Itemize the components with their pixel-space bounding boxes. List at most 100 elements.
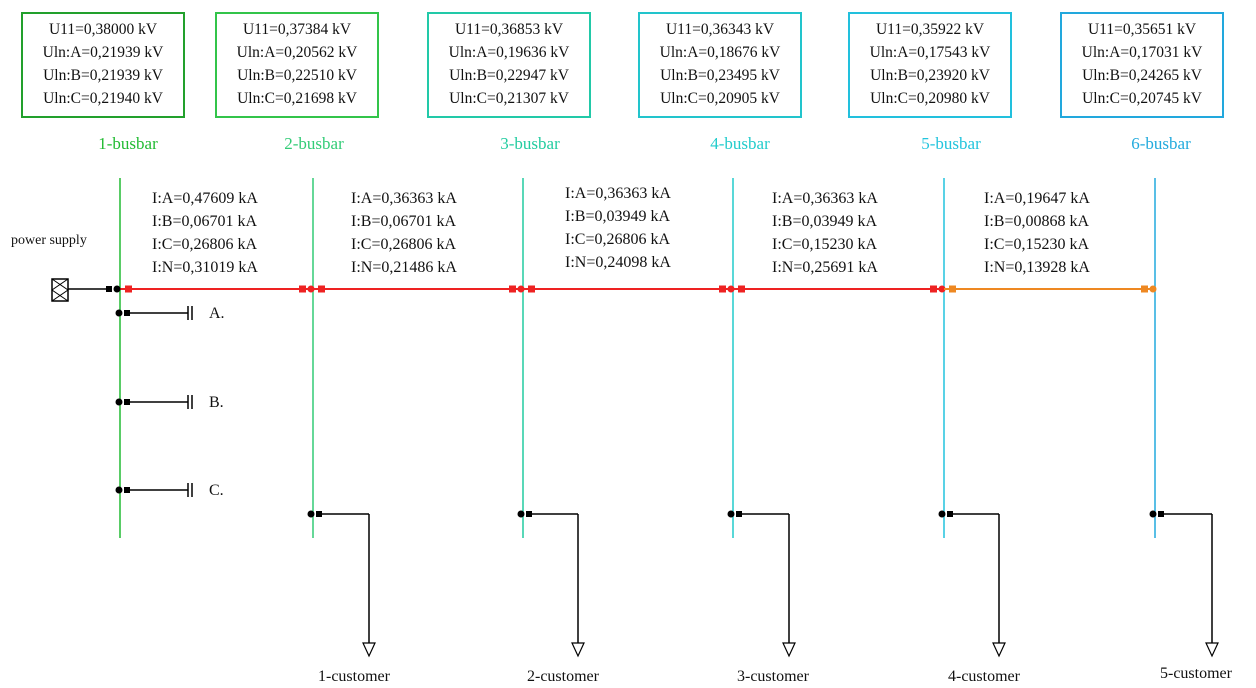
feeder-4-end-dot	[938, 285, 946, 293]
feeder-4-start-node	[738, 285, 745, 293]
feeder-1-currents: I:A=0,47609 kA I:B=0,06701 kA I:C=0,2680…	[152, 187, 258, 279]
busbar-6-uln-b: Uln:B=0,24265 kV	[1082, 67, 1202, 84]
customer-1-load-icon	[362, 642, 376, 658]
customer-4-label: 4-customer	[948, 668, 1020, 685]
feeder-3-current-n: I:N=0,24098 kA	[565, 254, 671, 271]
busbar-5-uln-b: Uln:B=0,23920 kV	[870, 67, 990, 84]
busbar-1-voltage-box: U11=0,38000 kV Uln:A=0,21939 kV Uln:B=0,…	[21, 12, 185, 118]
feeder-2-start-node	[318, 285, 325, 293]
customer-1-label: 1-customer	[318, 668, 390, 685]
customer-1-tap-node	[316, 511, 322, 517]
busbar-6-u11: U11=0,35651 kV	[1087, 21, 1197, 38]
customer-4-tap-node	[947, 511, 953, 517]
feeder-2-current-b: I:B=0,06701 kA	[351, 213, 457, 230]
feeder-5-end-dot	[1149, 285, 1157, 293]
busbar-3-uln-b: Uln:B=0,22947 kV	[449, 67, 569, 84]
busbar-6-voltage-box: U11=0,35651 kV Uln:A=0,17031 kV Uln:B=0,…	[1060, 12, 1224, 118]
feeder-3-end-node	[719, 285, 726, 293]
busbar-1-uln-b: Uln:B=0,21939 kV	[43, 67, 163, 84]
feeder-4-end-node	[930, 285, 937, 293]
busbar-4-uln-a: Uln:A=0,18676 kV	[659, 44, 781, 61]
feeder-3-currents: I:A=0,36363 kA I:B=0,03949 kA I:C=0,2680…	[565, 182, 671, 274]
customer-4-tap-dot	[938, 510, 946, 518]
feeder-2-current-a: I:A=0,36363 kA	[351, 190, 457, 207]
busbar-5-uln-c: Uln:C=0,20980 kV	[870, 90, 990, 107]
busbar-6-label: 6-busbar	[1131, 134, 1191, 153]
busbar-1-uln-a: Uln:A=0,21939 kV	[42, 44, 164, 61]
busbar-5-label: 5-busbar	[921, 134, 981, 153]
busbar-2-label: 2-busbar	[284, 134, 344, 153]
feeder-3-current-a: I:A=0,36363 kA	[565, 185, 671, 202]
feeder-5-start-node	[949, 285, 956, 293]
feeder-5-current-a: I:A=0,19647 kA	[984, 190, 1090, 207]
feeder-5-current-c: I:C=0,15230 kA	[984, 236, 1090, 253]
phase-b-label: B.	[209, 394, 224, 411]
customer-4-load-icon	[992, 642, 1006, 658]
customer-3-tap-node	[736, 511, 742, 517]
busbar-3-u11: U11=0,36853 kV	[454, 21, 564, 38]
customer-1-tap-dot	[307, 510, 315, 518]
busbar-1-label: 1-busbar	[98, 134, 158, 153]
busbar-1-uln-c: Uln:C=0,21940 kV	[43, 90, 163, 107]
feeder-2-current-c: I:C=0,26806 kA	[351, 236, 457, 253]
feeder-3-current-b: I:B=0,03949 kA	[565, 208, 671, 225]
feeder-1-end-dot	[307, 285, 315, 293]
phase-c-label: C.	[209, 482, 224, 499]
feeder-1-current-c: I:C=0,26806 kA	[152, 236, 258, 253]
customer-5-load-icon	[1205, 642, 1219, 658]
customer-3-label: 3-customer	[737, 668, 809, 685]
feeder-2-current-n: I:N=0,21486 kA	[351, 259, 457, 276]
feeder-5-end-node	[1141, 285, 1148, 293]
busbar-5-voltage-box: U11=0,35922 kV Uln:A=0,17543 kV Uln:B=0,…	[848, 12, 1012, 118]
busbar-3-uln-a: Uln:A=0,19636 kV	[448, 44, 570, 61]
feeder-5-current-n: I:N=0,13928 kA	[984, 259, 1090, 276]
customer-5-tap-dot	[1149, 510, 1157, 518]
customer-3-load-icon	[782, 642, 796, 658]
feeder-1-current-a: I:A=0,47609 kA	[152, 190, 258, 207]
customer-5-tap-node	[1158, 511, 1164, 517]
feeder-3-end-dot	[727, 285, 735, 293]
feeder-3-current-c: I:C=0,26806 kA	[565, 231, 671, 248]
feeder-4-current-b: I:B=0,03949 kA	[772, 213, 878, 230]
customer-2-tap-dot	[517, 510, 525, 518]
busbar-6-uln-c: Uln:C=0,20745 kV	[1082, 90, 1202, 107]
busbar-3-uln-c: Uln:C=0,21307 kV	[449, 90, 569, 107]
feeder-1-start-node	[125, 285, 132, 293]
busbar-1-supply-dot	[113, 285, 121, 293]
customer-3-tap-dot	[727, 510, 735, 518]
feeder-1-end-node	[299, 285, 306, 293]
busbar-5-uln-a: Uln:A=0,17543 kV	[869, 44, 991, 61]
customer-2-tap-node	[526, 511, 532, 517]
feeder-4-current-c: I:C=0,15230 kA	[772, 236, 878, 253]
phase-c-node	[124, 487, 130, 493]
busbar-6-uln-a: Uln:A=0,17031 kV	[1081, 44, 1203, 61]
feeder-1-current-b: I:B=0,06701 kA	[152, 213, 258, 230]
busbar-2-u11: U11=0,37384 kV	[242, 21, 352, 38]
busbar-2-voltage-box: U11=0,37384 kV Uln:A=0,20562 kV Uln:B=0,…	[215, 12, 379, 118]
phase-a-node	[124, 310, 130, 316]
phase-b-node	[124, 399, 130, 405]
busbar-4-u11: U11=0,36343 kV	[665, 21, 775, 38]
busbar-1-u11: U11=0,38000 kV	[48, 21, 158, 38]
feeder-2-end-dot	[517, 285, 525, 293]
power-supply-hatch	[51, 278, 69, 302]
feeder-4-current-n: I:N=0,25691 kA	[772, 259, 878, 276]
feeder-2-end-node	[509, 285, 516, 293]
feeder-4-current-a: I:A=0,36363 kA	[772, 190, 878, 207]
busbar-4-voltage-box: U11=0,36343 kV Uln:A=0,18676 kV Uln:B=0,…	[638, 12, 802, 118]
busbar-2-uln-a: Uln:A=0,20562 kV	[236, 44, 358, 61]
power-supply-node	[106, 286, 112, 292]
busbar-4-uln-b: Uln:B=0,23495 kV	[660, 67, 780, 84]
phase-c-dot	[115, 486, 123, 494]
phase-a-label: A.	[209, 305, 225, 322]
feeder-1-current-n: I:N=0,31019 kA	[152, 259, 258, 276]
feeder-3-start-node	[528, 285, 535, 293]
feeder-5-currents: I:A=0,19647 kA I:B=0,00868 kA I:C=0,1523…	[984, 187, 1090, 279]
phase-b-dot	[115, 398, 123, 406]
phase-a-dot	[115, 309, 123, 317]
busbar-4-uln-c: Uln:C=0,20905 kV	[660, 90, 780, 107]
power-supply-icon	[51, 278, 69, 302]
busbar-4-label: 4-busbar	[710, 134, 770, 153]
